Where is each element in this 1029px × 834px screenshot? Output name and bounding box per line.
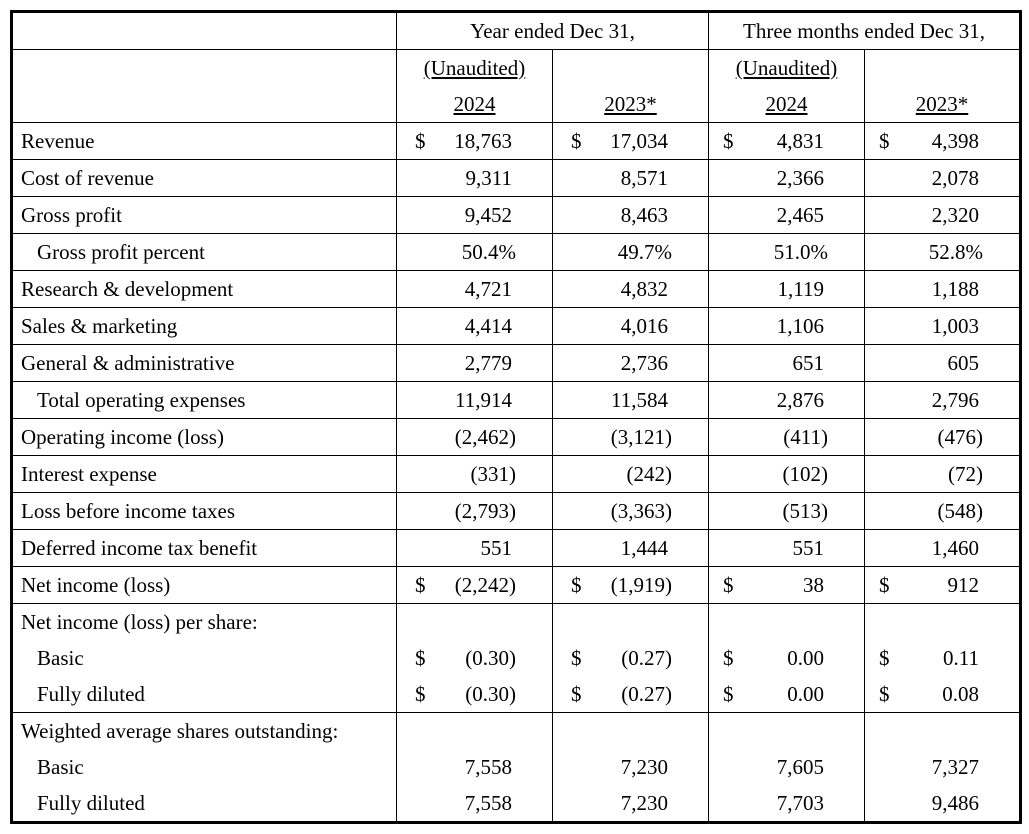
header-year: Year ended Dec 31, (397, 12, 709, 50)
header-unaudited-row: (Unaudited) (Unaudited) (12, 50, 1021, 87)
row-cost-revenue: Cost of revenue 9,311 8,571 2,366 2,078 (12, 160, 1021, 197)
revenue-y24: 18,763 (454, 129, 512, 153)
row-gp-percent: Gross profit percent 50.4% 49.7% 51.0% 5… (12, 234, 1021, 271)
row-gross-profit: Gross profit 9,452 8,463 2,465 2,320 (12, 197, 1021, 234)
row-ga: General & administrative 2,779 2,736 651… (12, 345, 1021, 382)
header-quarter: Three months ended Dec 31, (709, 12, 1021, 50)
income-statement-table: Year ended Dec 31, Three months ended De… (10, 10, 1022, 824)
row-rnd: Research & development 4,721 4,832 1,119… (12, 271, 1021, 308)
row-tax-benefit: Deferred income tax benefit 551 1,444 55… (12, 530, 1021, 567)
col-y24: 2024 (397, 86, 553, 123)
unaudited-q24: (Unaudited) (709, 50, 865, 87)
revenue-q23: 4,398 (932, 129, 979, 153)
row-eps-basic: Basic $(0.30) $(0.27) $0.00 $0.11 (12, 640, 1021, 676)
row-shares-basic: Basic 7,558 7,230 7,605 7,327 (12, 749, 1021, 785)
row-sm: Sales & marketing 4,414 4,016 1,106 1,00… (12, 308, 1021, 345)
row-eps-diluted: Fully diluted $(0.30) $(0.27) $0.00 $0.0… (12, 676, 1021, 713)
row-shares-header: Weighted average shares outstanding: (12, 713, 1021, 750)
row-interest: Interest expense (331) (242) (102) (72) (12, 456, 1021, 493)
col-q23: 2023* (865, 86, 1021, 123)
row-total-opex: Total operating expenses 11,914 11,584 2… (12, 382, 1021, 419)
header-period-row: Year ended Dec 31, Three months ended De… (12, 12, 1021, 50)
unaudited-y24: (Unaudited) (397, 50, 553, 87)
label-revenue: Revenue (12, 123, 397, 160)
revenue-y23: 17,034 (610, 129, 668, 153)
col-q24: 2024 (709, 86, 865, 123)
row-op-income: Operating income (loss) (2,462) (3,121) … (12, 419, 1021, 456)
row-loss-before-tax: Loss before income taxes (2,793) (3,363)… (12, 493, 1021, 530)
revenue-q24: 4,831 (777, 129, 824, 153)
row-shares-diluted: Fully diluted 7,558 7,230 7,703 9,486 (12, 785, 1021, 823)
row-revenue: Revenue $18,763 $17,034 $4,831 $4,398 (12, 123, 1021, 160)
row-eps-header: Net income (loss) per share: (12, 604, 1021, 641)
col-y23: 2023* (553, 86, 709, 123)
row-net-income: Net income (loss) $(2,242) $(1,919) $38 … (12, 567, 1021, 604)
